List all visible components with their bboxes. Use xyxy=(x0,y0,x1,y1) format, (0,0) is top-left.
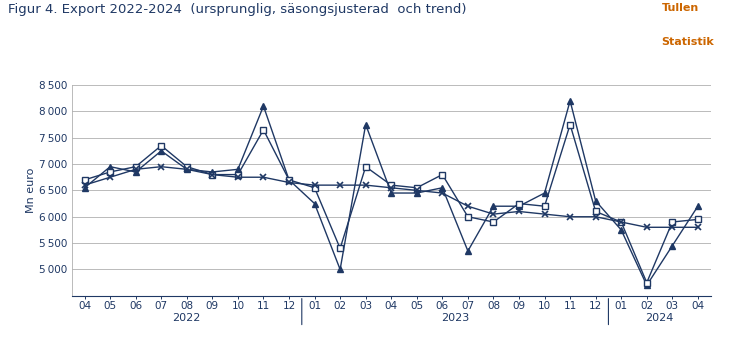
Trend xyxy=(668,225,677,229)
Trend xyxy=(208,172,217,177)
Ursprunglig xyxy=(259,104,268,108)
Säsongsjusterad xyxy=(514,202,523,206)
Trend xyxy=(438,191,447,195)
Trend xyxy=(259,175,268,179)
Trend xyxy=(386,186,396,190)
Säsongsjusterad xyxy=(693,217,702,221)
Ursprunglig xyxy=(642,283,651,287)
Line: Trend: Trend xyxy=(81,163,702,231)
Ursprunglig xyxy=(336,267,345,271)
Ursprunglig xyxy=(80,186,89,190)
Trend xyxy=(80,183,89,187)
Trend xyxy=(642,225,651,229)
Ursprunglig xyxy=(208,170,217,174)
Text: Statistik: Statistik xyxy=(662,37,714,47)
Säsongsjusterad xyxy=(565,122,575,126)
Säsongsjusterad xyxy=(234,172,243,177)
Ursprunglig xyxy=(284,178,293,182)
Ursprunglig xyxy=(310,202,319,206)
Säsongsjusterad xyxy=(412,186,421,190)
Säsongsjusterad xyxy=(259,128,268,132)
Y-axis label: Mn euro: Mn euro xyxy=(26,168,36,213)
Ursprunglig xyxy=(106,165,115,169)
Ursprunglig xyxy=(234,167,243,171)
Trend xyxy=(514,209,523,214)
Säsongsjusterad xyxy=(336,246,345,250)
Säsongsjusterad xyxy=(182,165,191,169)
Trend xyxy=(234,175,243,179)
Ursprunglig xyxy=(514,204,523,208)
Trend xyxy=(463,204,472,208)
Säsongsjusterad xyxy=(617,220,626,224)
Ursprunglig xyxy=(540,191,549,195)
Trend xyxy=(336,183,345,187)
Säsongsjusterad xyxy=(438,172,447,177)
Säsongsjusterad xyxy=(463,215,472,219)
Säsongsjusterad xyxy=(361,165,370,169)
Ursprunglig xyxy=(132,170,141,174)
Ursprunglig xyxy=(617,228,626,232)
Säsongsjusterad xyxy=(284,178,293,182)
Trend xyxy=(617,220,626,224)
Trend xyxy=(132,167,141,171)
Ursprunglig xyxy=(361,122,370,126)
Trend xyxy=(182,167,191,171)
Text: 2023: 2023 xyxy=(441,313,469,323)
Ursprunglig xyxy=(463,249,472,253)
Trend xyxy=(156,165,166,169)
Ursprunglig xyxy=(591,199,600,203)
Säsongsjusterad xyxy=(106,170,115,174)
Säsongsjusterad xyxy=(80,178,89,182)
Trend xyxy=(284,181,293,185)
Säsongsjusterad xyxy=(132,165,141,169)
Säsongsjusterad xyxy=(540,204,549,208)
Säsongsjusterad xyxy=(208,172,217,177)
Trend xyxy=(565,215,575,219)
Trend xyxy=(106,175,115,179)
Text: Figur 4. Export 2022-2024  (ursprunglig, säsongsjusterad  och trend): Figur 4. Export 2022-2024 (ursprunglig, … xyxy=(8,3,466,16)
Trend xyxy=(591,215,600,219)
Ursprunglig xyxy=(489,204,498,208)
Ursprunglig xyxy=(438,186,447,190)
Text: Tullen: Tullen xyxy=(662,3,699,13)
Säsongsjusterad xyxy=(668,220,677,224)
Ursprunglig xyxy=(182,167,191,171)
Ursprunglig xyxy=(565,99,575,103)
Trend xyxy=(310,183,319,187)
Line: Ursprunglig: Ursprunglig xyxy=(82,98,701,288)
Trend xyxy=(412,188,421,192)
Text: 2022: 2022 xyxy=(172,313,201,323)
Line: Säsongsjusterad: Säsongsjusterad xyxy=(82,121,701,286)
Säsongsjusterad xyxy=(310,186,319,190)
Trend xyxy=(489,212,498,216)
Ursprunglig xyxy=(156,149,166,153)
Ursprunglig xyxy=(668,244,677,248)
Ursprunglig xyxy=(412,191,421,195)
Trend xyxy=(693,225,702,229)
Säsongsjusterad xyxy=(156,143,166,148)
Trend xyxy=(540,212,549,216)
Säsongsjusterad xyxy=(386,183,396,187)
Trend xyxy=(361,183,370,187)
Säsongsjusterad xyxy=(591,209,600,214)
Säsongsjusterad xyxy=(489,220,498,224)
Säsongsjusterad xyxy=(642,280,651,285)
Ursprunglig xyxy=(386,191,396,195)
Ursprunglig xyxy=(693,204,702,208)
Text: 2024: 2024 xyxy=(646,313,674,323)
